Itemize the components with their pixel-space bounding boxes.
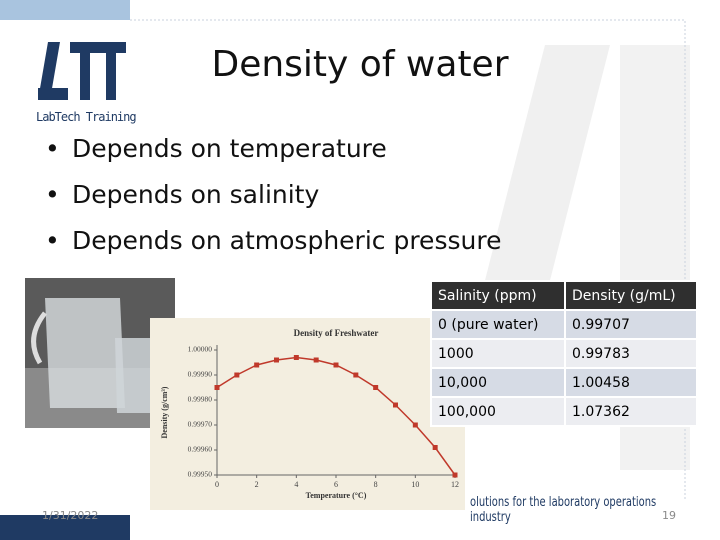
data-point (333, 362, 339, 368)
bottom-bar (0, 515, 130, 540)
table: Salinity (ppm) Density (g/mL) 0 (pure wat… (430, 280, 698, 427)
chart-title: Density of Freshwater (294, 328, 379, 338)
data-point (274, 357, 279, 363)
table-header: Density (g/mL) (564, 280, 698, 311)
x-axis-label: Temperature (°C) (306, 491, 367, 500)
date: 1/31/2022 (42, 509, 99, 522)
data-point (293, 355, 299, 360)
tagline: olutions for the laboratory operations i… (470, 495, 657, 525)
data-point (313, 357, 319, 363)
bullet: Depends on salinity (45, 180, 319, 209)
x-tick-label: 10 (411, 480, 419, 489)
y-tick-label: 1.00000 (188, 345, 213, 354)
bullet: Depends on temperature (45, 134, 387, 163)
logo (38, 42, 126, 100)
data-point (234, 372, 240, 378)
data-point (373, 385, 379, 390)
chart-image: Density of Freshwater Temperature (°C) Den… (150, 318, 465, 510)
x-tick-label: 4 (294, 480, 298, 489)
frame-line (130, 19, 686, 500)
y-tick-label: 0.99990 (188, 370, 213, 379)
table-cell: 0.99783 (564, 338, 698, 369)
data-point (432, 445, 438, 450)
bullet: Depends on atmospheric pressure (45, 226, 501, 255)
table-wrap: Salinity (ppm) Density (g/mL) 0 (pure wat… (430, 280, 698, 427)
data-point (353, 372, 359, 378)
y-tick-label: 0.99950 (188, 470, 213, 479)
y-tick-label: 0.99980 (188, 395, 213, 404)
slide-title: Density of water (211, 44, 509, 85)
data-point (412, 422, 418, 428)
x-tick-label: 0 (215, 480, 219, 489)
watermark (480, 45, 610, 300)
table-header: Salinity (ppm) (430, 280, 566, 311)
data-point (254, 362, 260, 368)
table-cell: 1.07362 (564, 396, 698, 427)
table-cell: 0.99707 (564, 309, 698, 340)
logo-name: LabTech Training (36, 110, 137, 124)
table-cell: 10,000 (430, 367, 566, 398)
page-number: 19 (662, 509, 676, 522)
y-tick-label: 0.99970 (188, 420, 213, 429)
data-point (452, 472, 458, 478)
x-tick-label: 2 (255, 480, 259, 489)
y-axis-label: Density (g/cm³) (160, 386, 169, 438)
top-bar (0, 0, 130, 20)
table-cell: 1000 (430, 338, 566, 369)
x-tick-label: 8 (374, 480, 378, 489)
data-point (214, 385, 220, 390)
table-cell: 1.00458 (564, 367, 698, 398)
table-cell: 0 (pure water) (430, 309, 566, 340)
data-point (393, 402, 398, 408)
y-tick-label: 0.99960 (188, 445, 213, 454)
x-tick-label: 12 (451, 480, 459, 489)
table-cell: 100,000 (430, 396, 566, 427)
x-tick-label: 6 (334, 480, 338, 489)
chart-background (150, 318, 465, 510)
